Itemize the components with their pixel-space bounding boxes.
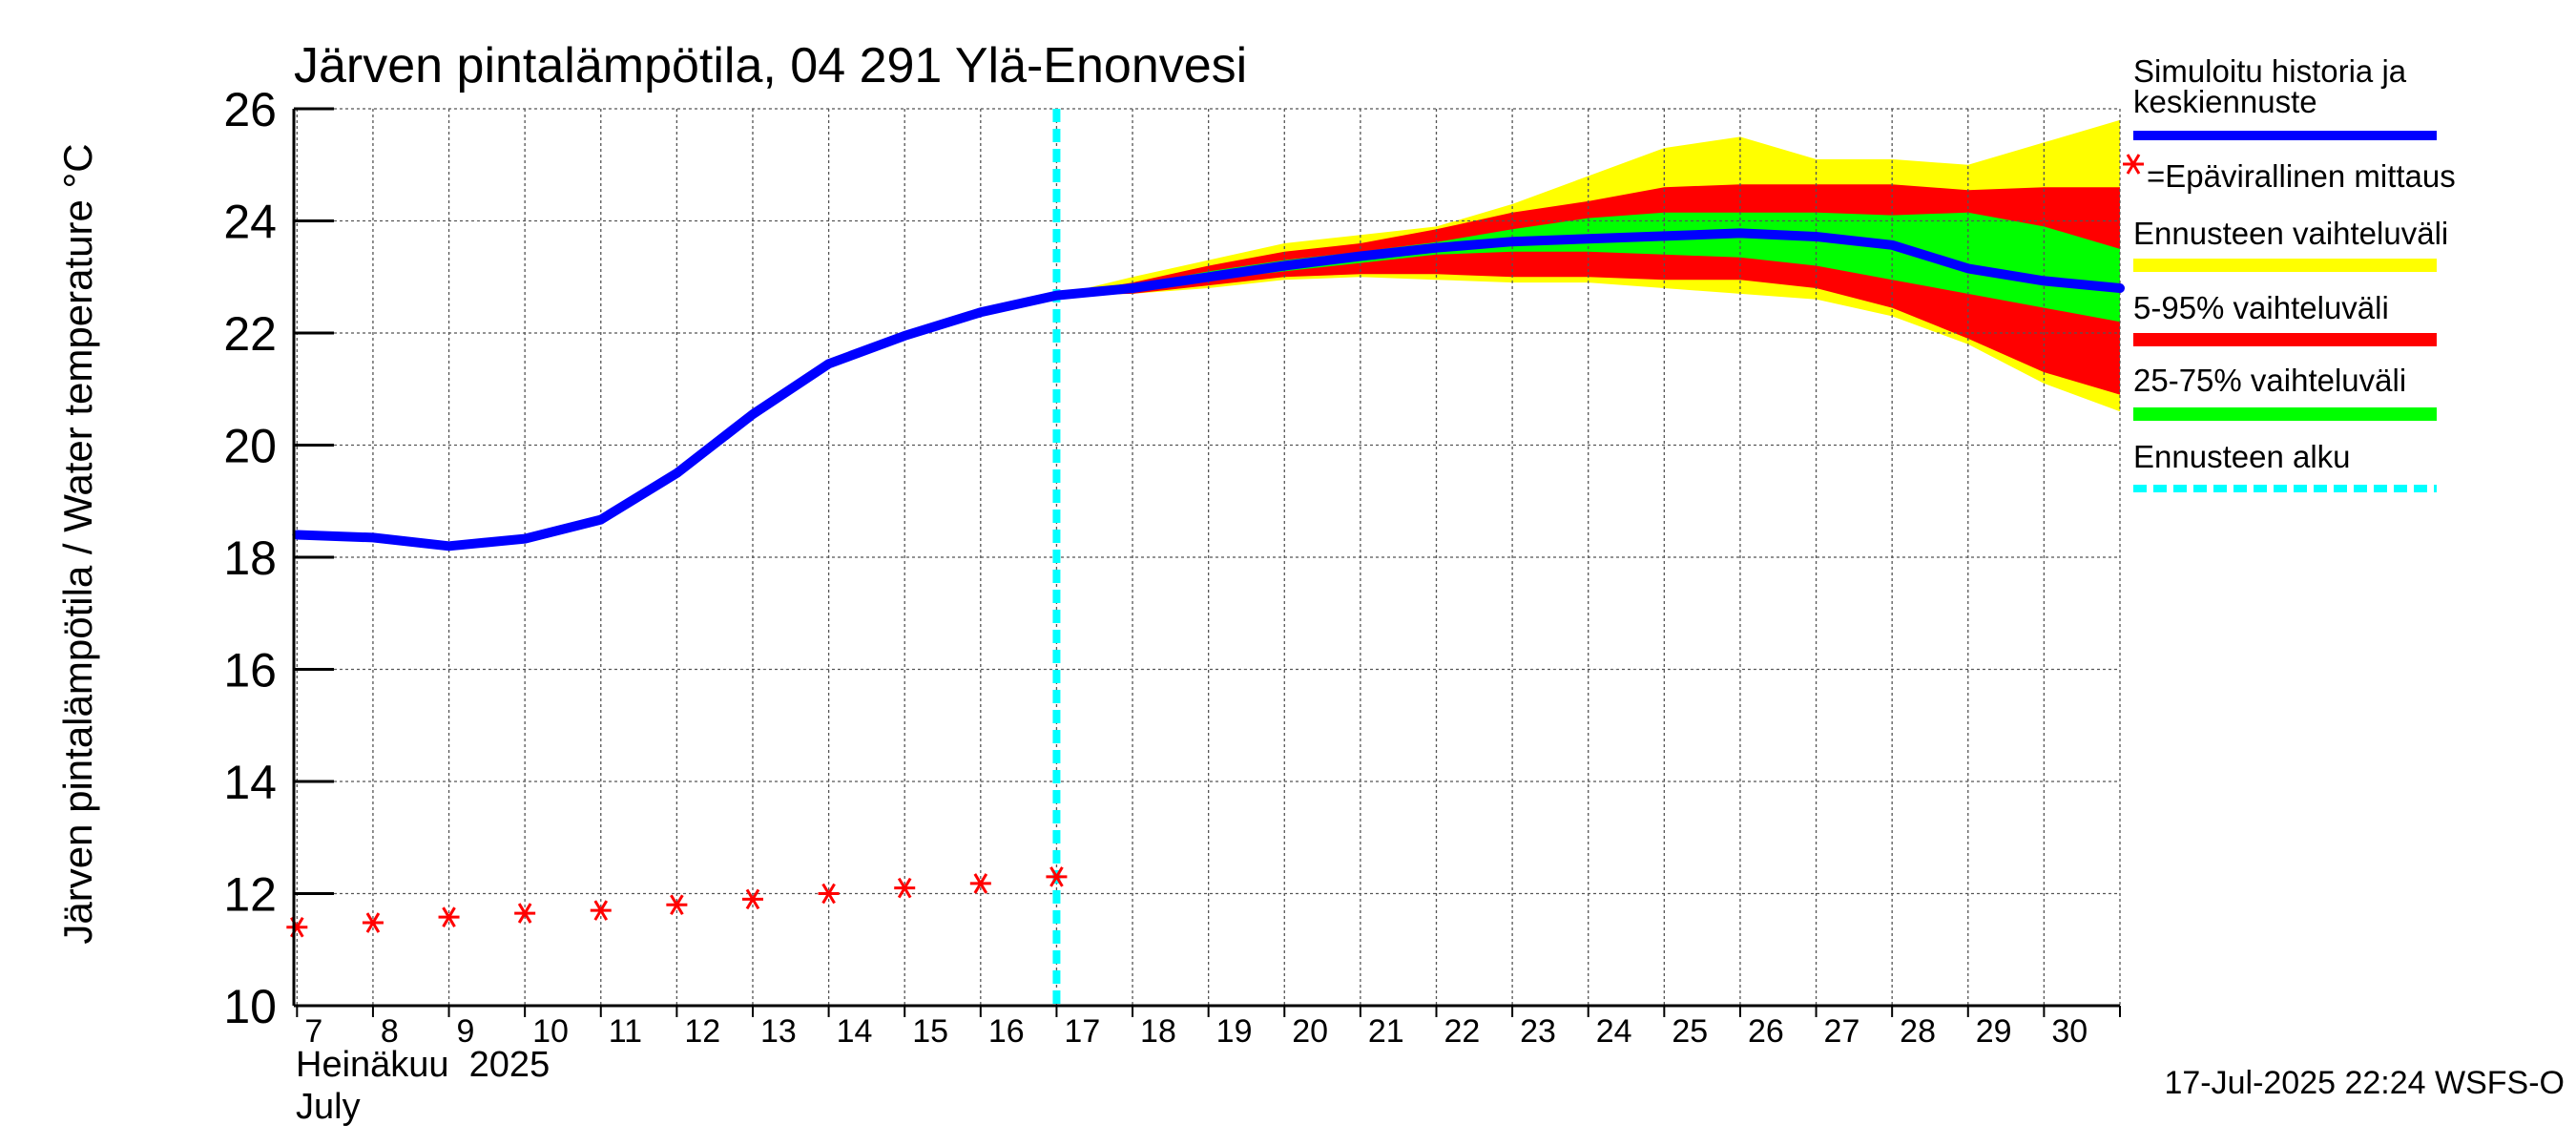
chart-title: Järven pintalämpötila, 04 291 Ylä-Enonve… xyxy=(294,38,1247,94)
axes: 10 12 14 16 18 20 22 24 26 7 8 9 10 11 12 13 14 15 16 17 18 1… xyxy=(223,83,2121,1050)
x-tick-label: 12 xyxy=(684,1013,720,1050)
measurement-point xyxy=(969,873,991,894)
x-tick-label: 30 xyxy=(2051,1013,2088,1050)
x-tick-label: 26 xyxy=(1748,1013,1784,1050)
y-tick-label: 22 xyxy=(223,307,277,361)
asterisk-stroke xyxy=(593,900,609,921)
x-tick-label: 21 xyxy=(1368,1013,1404,1050)
y-tick-label: 26 xyxy=(223,83,277,136)
asterisk-stroke xyxy=(365,912,381,933)
x-tick-label: 14 xyxy=(837,1013,873,1050)
legend-label-5-95-vaihteluv-li: 5-95% vaihteluväli xyxy=(2133,290,2389,325)
asterisk-stroke xyxy=(1049,866,1064,887)
measurement-point xyxy=(1046,866,1068,887)
x-tick-label: 15 xyxy=(912,1013,948,1050)
legend-swatch-measurement xyxy=(2123,154,2144,175)
y-tick-label: 10 xyxy=(223,980,277,1033)
measurement-point xyxy=(741,888,763,910)
legend-label-ennusteen-vaihteluv-li: Ennusteen vaihteluväli xyxy=(2133,216,2448,251)
x-tick-label: 8 xyxy=(381,1013,399,1050)
x-tick-label: 22 xyxy=(1444,1013,1480,1050)
x-tick-label: 7 xyxy=(304,1013,322,1050)
asterisk-stroke xyxy=(442,906,456,927)
x-tick-label: 28 xyxy=(1900,1013,1936,1050)
measurement-point xyxy=(590,900,612,921)
x-tick-label: 9 xyxy=(457,1013,475,1050)
x-tick-label: 17 xyxy=(1064,1013,1100,1050)
x-axis-month-label: Heinäkuu 2025 xyxy=(296,1045,550,1085)
y-tick-label: 24 xyxy=(223,196,277,249)
x-tick-label: 19 xyxy=(1216,1013,1253,1050)
legend-label-measurement: =Epävirallinen mittaus xyxy=(2147,158,2456,194)
y-tick-label: 18 xyxy=(223,531,277,585)
measurement-point xyxy=(438,906,460,927)
x-tick-label: 29 xyxy=(1976,1013,2012,1050)
asterisk-stroke xyxy=(670,894,684,916)
x-tick-label: 23 xyxy=(1520,1013,1556,1050)
footer-timestamp: 17-Jul-2025 22:24 WSFS-O xyxy=(2164,1065,2565,1101)
measurement-point xyxy=(818,883,840,905)
legend-label-simulated: Simuloitu historia ja xyxy=(2133,53,2407,89)
x-tick-label: 16 xyxy=(988,1013,1025,1050)
x-tick-label: 11 xyxy=(609,1013,642,1050)
asterisk-stroke xyxy=(821,883,836,905)
x-tick-label: 20 xyxy=(1292,1013,1328,1050)
y-tick-label: 20 xyxy=(223,420,277,473)
legend-label-ennusteen-alku: Ennusteen alku xyxy=(2133,439,2351,474)
asterisk-stroke xyxy=(2126,154,2141,175)
x-tick-label: 13 xyxy=(760,1013,797,1050)
y-tick-label: 16 xyxy=(223,644,277,697)
measurement-point xyxy=(514,903,536,924)
x-tick-label: 10 xyxy=(532,1013,569,1050)
asterisk-stroke xyxy=(517,903,532,924)
asterisk-stroke xyxy=(973,873,988,894)
measurement-point xyxy=(894,877,916,899)
measurement-point xyxy=(362,912,384,933)
x-tick-label: 18 xyxy=(1140,1013,1176,1050)
y-tick-label: 12 xyxy=(223,868,277,922)
x-axis-month-label-en: July xyxy=(296,1087,361,1127)
asterisk-stroke xyxy=(897,877,912,899)
legend-label-25-75-vaihteluv-li: 25-75% vaihteluväli xyxy=(2133,363,2406,398)
x-tick-label: 27 xyxy=(1824,1013,1860,1050)
series xyxy=(286,109,2125,1006)
asterisk-stroke xyxy=(745,888,760,910)
y-axis-label: Järven pintalämpötila / Water temperatur… xyxy=(55,143,100,944)
x-tick-label: 24 xyxy=(1596,1013,1632,1050)
series-line-simuloitu-historia-ja-keskiennuste xyxy=(292,228,2125,552)
legend-label-simulated-2: keskiennuste xyxy=(2133,84,2317,119)
x-tick-label: 25 xyxy=(1672,1013,1708,1050)
y-tick-label: 14 xyxy=(223,756,277,809)
measurement-point xyxy=(666,894,688,916)
